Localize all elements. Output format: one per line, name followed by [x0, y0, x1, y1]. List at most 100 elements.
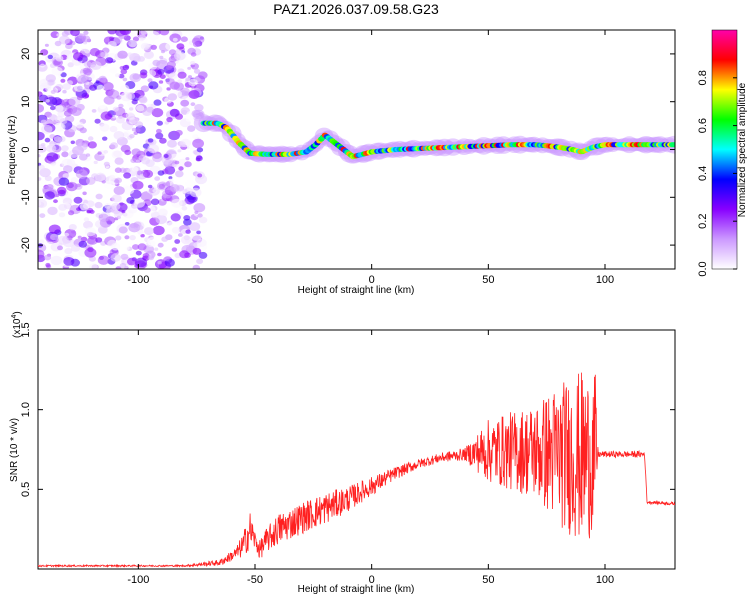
noise-blob	[40, 143, 46, 147]
noise-blob	[166, 87, 171, 91]
noise-blob	[137, 243, 147, 251]
noise-blob	[122, 132, 129, 138]
noise-blob	[192, 197, 197, 201]
noise-blob	[44, 175, 52, 182]
noise-blob	[147, 70, 157, 77]
noise-blob	[44, 43, 49, 47]
noise-blob	[75, 121, 85, 129]
noise-blob	[172, 37, 178, 42]
noise-blob	[197, 213, 203, 218]
noise-blob	[38, 131, 45, 141]
noise-blob	[154, 176, 161, 181]
noise-blob	[58, 177, 70, 186]
y-tick-label: 10	[20, 96, 32, 108]
noise-blob	[38, 144, 47, 154]
noise-blob	[177, 149, 182, 153]
x-tick-label: 50	[482, 574, 494, 586]
noise-blob	[115, 73, 121, 78]
noise-blob	[169, 184, 180, 193]
y-tick-label: -10	[20, 189, 32, 205]
noise-blob	[77, 235, 82, 239]
noise-blob	[187, 66, 192, 70]
noise-blob	[127, 52, 133, 57]
noise-blob	[107, 40, 117, 49]
noise-blob	[157, 252, 162, 257]
noise-blob	[143, 207, 151, 213]
noise-blob	[177, 71, 187, 79]
noise-blob	[147, 78, 153, 83]
noise-blob	[159, 137, 167, 144]
noise-blob	[187, 125, 196, 132]
noise-blob	[168, 221, 175, 227]
noise-blob	[114, 179, 120, 184]
noise-blob	[193, 41, 200, 48]
noise-blob	[57, 245, 63, 251]
noise-blob	[90, 61, 102, 70]
noise-blob	[95, 237, 103, 243]
noise-blob	[196, 147, 204, 153]
noise-blob	[91, 109, 97, 113]
noise-blob	[181, 235, 192, 245]
noise-blob	[103, 161, 110, 167]
noise-blob	[60, 78, 66, 83]
noise-blob	[76, 207, 81, 212]
noise-blob	[194, 104, 204, 112]
noise-blob	[133, 198, 145, 208]
noise-blob	[123, 185, 135, 195]
colorbar-tick-label: 0.0	[697, 261, 709, 276]
noise-blob	[163, 154, 169, 158]
colorbar-tick-label: 0.8	[697, 70, 709, 85]
noise-blob	[168, 176, 173, 180]
noise-blob	[94, 201, 103, 209]
noise-blob	[48, 224, 61, 235]
noise-blob	[109, 125, 118, 133]
noise-blob	[147, 236, 159, 246]
noise-blob	[95, 80, 100, 84]
noise-blob	[107, 30, 117, 35]
noise-blob	[156, 128, 162, 134]
noise-blob	[150, 44, 157, 50]
noise-blob	[184, 161, 192, 168]
noise-blob	[99, 123, 110, 132]
noise-blob	[38, 249, 45, 259]
noise-blob	[101, 180, 106, 184]
snr-ticks: -100 -50 0 50 100 0.5 1.0 1.5	[20, 322, 675, 586]
noise-blob	[107, 130, 113, 135]
noise-blob	[120, 92, 133, 102]
snr-ylabel: SNR (10 * v/v)	[9, 418, 20, 482]
noise-blob	[147, 30, 160, 41]
noise-blob	[175, 170, 184, 178]
noise-blob	[185, 157, 190, 161]
noise-blob	[178, 141, 186, 148]
noise-blob	[50, 105, 56, 111]
noise-blob	[43, 254, 52, 261]
noise-blob	[113, 36, 123, 44]
noise-blob	[167, 139, 177, 148]
noise-blob	[189, 222, 201, 232]
noise-blob	[129, 235, 136, 241]
noise-blob	[58, 35, 70, 45]
tone-mark	[670, 142, 675, 148]
noise-blob	[181, 206, 188, 211]
noise-blob	[183, 218, 192, 226]
noise-blob	[185, 244, 194, 251]
noise-blob	[176, 43, 185, 50]
noise-blob	[155, 214, 168, 225]
colorbar-tick-label: 0.6	[697, 118, 709, 133]
noise-blob	[165, 77, 175, 85]
y-tick-label: 1.5	[20, 322, 32, 337]
noise-blob	[63, 165, 73, 173]
noise-blob	[50, 31, 60, 39]
noise-blob	[135, 159, 140, 163]
noise-blob	[79, 203, 90, 211]
noise-blob	[189, 187, 202, 198]
figure-title: PAZ1.2026.037.09.58.G23	[273, 1, 439, 17]
noise-blob	[50, 162, 56, 167]
noise-blob	[195, 155, 203, 162]
noise-blob	[39, 213, 46, 219]
y-tick-label: 20	[20, 48, 32, 60]
colorbar-ticks: 0.0 0.2 0.4 0.6 0.8	[697, 70, 737, 277]
noise-blob	[168, 72, 178, 80]
noise-blob	[86, 210, 91, 214]
noise-blob	[56, 33, 61, 37]
